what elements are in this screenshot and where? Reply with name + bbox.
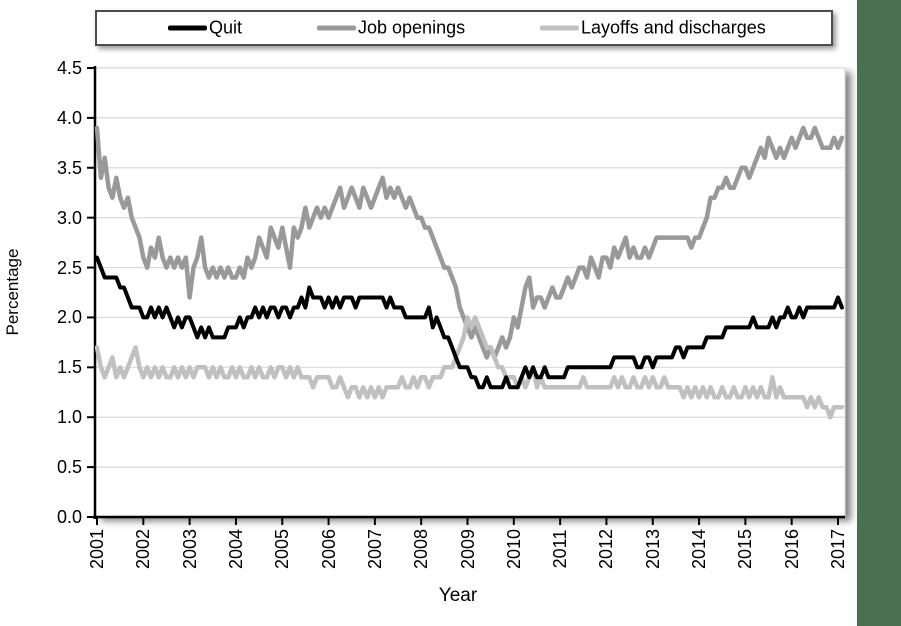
legend-label-quit: Quit: [209, 17, 243, 38]
y-tick-label: 3.0: [56, 207, 82, 228]
x-tick-label: 2016: [781, 528, 802, 570]
x-tick-label: 2009: [457, 528, 478, 570]
layoffs-line-swatch-icon: [540, 25, 579, 31]
x-tick-label: 2011: [550, 529, 571, 569]
x-tick-label: 2013: [642, 528, 663, 570]
x-tick-label: 2007: [364, 528, 385, 570]
x-tick-label: 2014: [689, 528, 710, 570]
x-tick-label: 2002: [133, 528, 154, 570]
y-axis-title: Percentage: [3, 248, 22, 336]
y-tick-label: 1.0: [56, 407, 82, 428]
x-tick-label: 2005: [272, 528, 293, 570]
legend-label-job-openings: Job openings: [358, 17, 466, 38]
y-tick-label: 0.5: [56, 457, 82, 478]
y-tick-label: 1.5: [56, 357, 82, 378]
x-tick-label: 2006: [318, 528, 339, 570]
legend-entry-layoffs: Layoffs and discharges: [540, 18, 766, 39]
legend-label-layoffs: Layoffs and discharges: [581, 17, 766, 38]
job-openings-line-swatch-icon: [317, 25, 356, 31]
x-tick-label: 2004: [225, 528, 246, 570]
y-tick-label: 2.5: [56, 257, 82, 278]
x-axis-title: Year: [438, 585, 478, 606]
x-tick-label: 2017: [828, 528, 848, 570]
x-tick-label: 2001: [87, 528, 107, 570]
series-job-openings-line: [94, 125, 845, 360]
x-tick-label: 2010: [503, 528, 524, 570]
y-tick-label: 0.0: [56, 507, 82, 527]
quit-line-swatch-icon: [168, 25, 207, 31]
legend: Quit Job openings Layoffs and discharges: [95, 10, 833, 46]
x-tick-label: 2012: [596, 528, 617, 570]
x-tick-label: 2008: [411, 528, 432, 570]
y-tick-label: 3.5: [56, 157, 82, 178]
y-tick-label: 2.0: [56, 307, 82, 328]
y-tick-label: 4.5: [56, 58, 82, 78]
series-quit-line: [95, 255, 844, 390]
legend-entry-quit: Quit: [168, 18, 242, 39]
x-tick-label: 2003: [179, 528, 200, 570]
x-tick-label: 2015: [735, 528, 756, 570]
legend-entry-job-openings: Job openings: [317, 18, 465, 39]
right-green-strip: [857, 0, 901, 626]
series-layoffs-and-discharges-line: [94, 315, 845, 420]
y-tick-label: 4.0: [56, 107, 82, 128]
